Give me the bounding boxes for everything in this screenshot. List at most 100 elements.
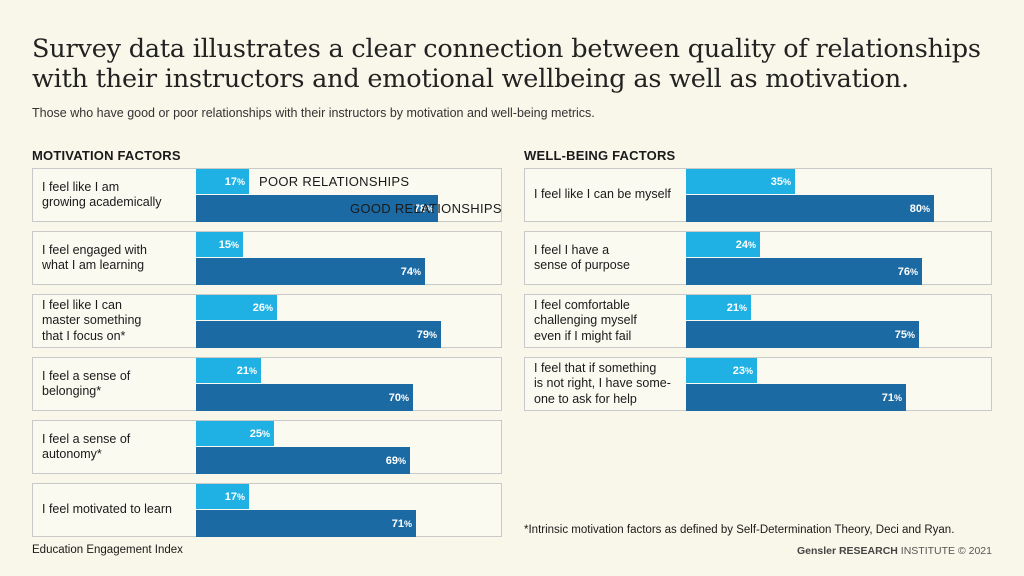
legend-poor-relationships: POOR RELATIONSHIPS <box>259 174 410 189</box>
motivation-poor-bar: 25% <box>196 421 274 446</box>
motivation-row-label: I feel a sense of belonging* <box>42 358 192 410</box>
footer-source: Education Engagement Index <box>32 544 183 556</box>
bar-value-percent: % <box>236 176 245 187</box>
bar-value-percent: % <box>248 365 257 376</box>
bar-value-percent: % <box>747 239 756 250</box>
bar-value-label: 25 <box>249 427 262 440</box>
motivation-good-bar: 78% <box>196 195 438 222</box>
bar-value-label: 23 <box>732 364 745 377</box>
motivation-good-bar: 74% <box>196 258 425 285</box>
bar-value-label: 76 <box>897 265 910 278</box>
bar-value-label: 80 <box>909 202 922 215</box>
motivation-poor-bar: 17% <box>196 484 249 509</box>
bar-value-label: 21 <box>726 301 739 314</box>
bar-value-percent: % <box>738 302 747 313</box>
motivation-row-label-text: I feel motivated to learn <box>42 502 172 517</box>
wellbeing-poor-bar: 35% <box>686 169 795 194</box>
wellbeing-row-label-text: I feel like I can be myself <box>534 187 671 202</box>
bar-value-percent: % <box>403 518 412 529</box>
motivation-good-bar: 70% <box>196 384 413 411</box>
bar-value-label: 15 <box>218 238 231 251</box>
bar-value-label: 35 <box>770 175 783 188</box>
motivation-row-4: I feel a sense of belonging* 21% 70% <box>32 357 502 411</box>
wellbeing-poor-bar: 24% <box>686 232 760 257</box>
bar-value-percent: % <box>782 176 791 187</box>
bar-value-percent: % <box>230 239 239 250</box>
wellbeing-row-2: I feel I have a sense of purpose 24% 76% <box>524 231 992 285</box>
motivation-row-label-text: I feel engaged with what I am learning <box>42 242 147 273</box>
page-title: Survey data illustrates a clear connecti… <box>32 34 992 94</box>
bar-value-label: 17 <box>224 490 237 503</box>
motivation-good-bar: 71% <box>196 510 416 537</box>
wellbeing-good-bar: 76% <box>686 258 922 285</box>
motivation-good-bar: 79% <box>196 321 441 348</box>
wellbeing-row-4: I feel that if something is not right, I… <box>524 357 992 411</box>
bar-value-percent: % <box>236 491 245 502</box>
bar-value-percent: % <box>397 455 406 466</box>
motivation-row-1: I feel like I am growing academically 17%… <box>32 168 502 222</box>
bar-value-label: 21 <box>236 364 249 377</box>
bar-value-label: 17 <box>224 175 237 188</box>
motivation-row-2: I feel engaged with what I am learning 15… <box>32 231 502 285</box>
wellbeing-row-label-text: I feel comfortable challenging myself ev… <box>534 297 637 343</box>
motivation-row-6: I feel motivated to learn 17% 71% <box>32 483 502 537</box>
bar-value-percent: % <box>264 302 273 313</box>
bar-value-percent: % <box>921 203 930 214</box>
wellbeing-row-1: I feel like I can be myself 35% 80% <box>524 168 992 222</box>
bar-value-label: 75 <box>894 328 907 341</box>
wellbeing-row-label-text: I feel I have a sense of purpose <box>534 242 630 273</box>
motivation-poor-bar: 21% <box>196 358 261 383</box>
bar-value-percent: % <box>261 428 270 439</box>
bar-value-label: 26 <box>252 301 265 314</box>
bar-value-label: 79 <box>416 328 429 341</box>
legend-good-relationships: GOOD RELATIONSHIPS <box>350 201 502 216</box>
motivation-row-label-text: I feel like I am growing academically <box>42 179 162 210</box>
motivation-row-label: I feel a sense of autonomy* <box>42 421 192 473</box>
wellbeing-good-bar: 71% <box>686 384 906 411</box>
page-subtitle: Those who have good or poor relationship… <box>32 106 595 120</box>
motivation-poor-bar: 15% <box>196 232 243 257</box>
footer-credit: Gensler RESEARCH INSTITUTE © 2021 <box>797 545 992 557</box>
wellbeing-row-3: I feel comfortable challenging myself ev… <box>524 294 992 348</box>
bar-value-percent: % <box>893 392 902 403</box>
wellbeing-poor-bar: 21% <box>686 295 751 320</box>
wellbeing-good-bar: 80% <box>686 195 934 222</box>
motivation-row-label: I feel like I am growing academically <box>42 169 192 221</box>
motivation-row-5: I feel a sense of autonomy* 25% 69% <box>32 420 502 474</box>
footnote: *Intrinsic motivation factors as defined… <box>524 524 955 536</box>
bar-value-label: 24 <box>735 238 748 251</box>
motivation-row-3: I feel like I can master something that … <box>32 294 502 348</box>
bar-value-percent: % <box>428 329 437 340</box>
wellbeing-row-label: I feel like I can be myself <box>534 169 684 221</box>
motivation-row-label: I feel motivated to learn <box>42 484 192 536</box>
well-being-factors-heading: WELL-BEING FACTORS <box>524 148 676 163</box>
footer-credit-brand: Gensler RESEARCH <box>796 545 898 557</box>
title-line-1: Survey data illustrates a clear connecti… <box>32 34 981 64</box>
bar-value-percent: % <box>425 203 434 214</box>
bar-value-label: 69 <box>385 454 398 467</box>
motivation-poor-bar: 17% <box>196 169 249 194</box>
footer-credit-rest: INSTITUTE © 2021 <box>897 545 992 557</box>
bar-value-percent: % <box>400 392 409 403</box>
bar-value-label: 74 <box>400 265 413 278</box>
motivation-row-label-text: I feel like I can master something that … <box>42 297 142 343</box>
bar-value-percent: % <box>744 365 753 376</box>
wellbeing-row-label-text: I feel that if something is not right, I… <box>534 360 671 406</box>
wellbeing-poor-bar: 23% <box>686 358 757 383</box>
motivation-poor-bar: 26% <box>196 295 277 320</box>
bar-value-label: 71 <box>881 391 894 404</box>
bar-value-percent: % <box>909 266 918 277</box>
motivation-row-label: I feel like I can master something that … <box>42 295 192 347</box>
wellbeing-row-label: I feel comfortable challenging myself ev… <box>534 295 684 347</box>
motivation-good-bar: 69% <box>196 447 410 474</box>
bar-value-label: 70 <box>388 391 401 404</box>
title-line-2: with their instructors and emotional wel… <box>32 64 909 94</box>
motivation-row-label-text: I feel a sense of autonomy* <box>42 431 131 462</box>
motivation-row-label: I feel engaged with what I am learning <box>42 232 192 284</box>
wellbeing-row-label: I feel I have a sense of purpose <box>534 232 684 284</box>
motivation-factors-heading: MOTIVATION FACTORS <box>32 148 181 163</box>
bar-value-label: 71 <box>391 517 404 530</box>
bar-value-label: 78 <box>413 202 426 215</box>
bar-value-percent: % <box>906 329 915 340</box>
wellbeing-good-bar: 75% <box>686 321 919 348</box>
